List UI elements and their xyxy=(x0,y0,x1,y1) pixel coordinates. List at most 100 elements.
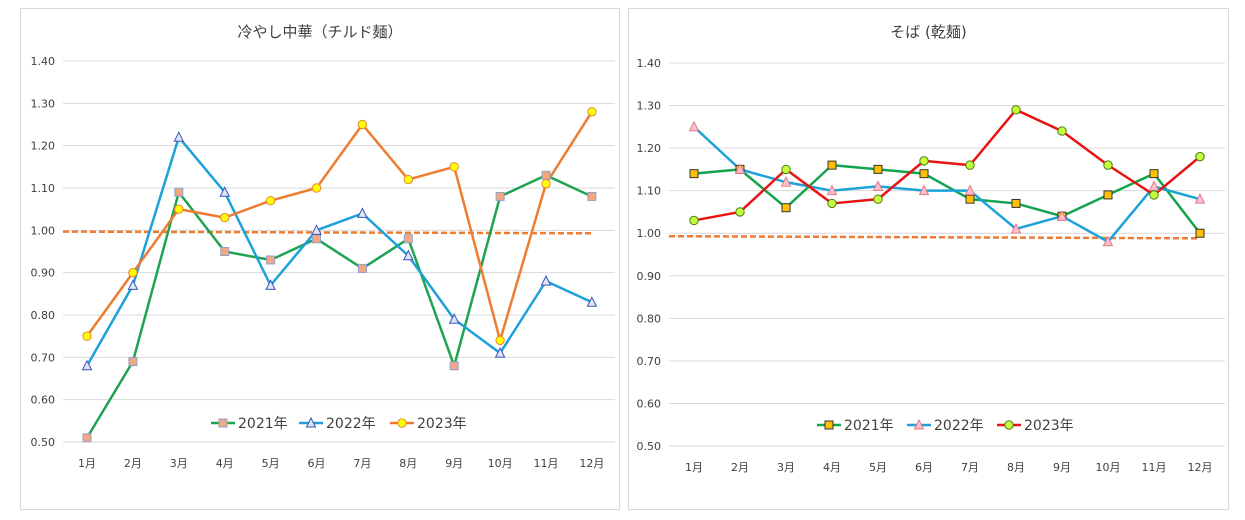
data-point xyxy=(449,162,459,172)
data-point xyxy=(540,275,552,286)
data-point xyxy=(82,433,92,443)
data-point xyxy=(827,198,837,209)
legend-label: 2022年 xyxy=(934,418,984,434)
y-tick-label: 0.60 xyxy=(637,397,662,410)
x-tick-label: 2月 xyxy=(124,457,142,470)
data-point xyxy=(734,163,746,174)
data-point xyxy=(311,224,322,235)
data-point xyxy=(965,194,975,204)
x-tick-label: 10月 xyxy=(1096,461,1121,474)
data-point xyxy=(1194,193,1206,204)
y-tick-label: 0.90 xyxy=(637,270,662,283)
y-tick-label: 0.50 xyxy=(31,436,56,449)
x-tick-label: 9月 xyxy=(445,457,463,470)
data-point xyxy=(357,263,367,273)
x-tick-label: 3月 xyxy=(777,461,795,474)
data-point xyxy=(541,179,551,189)
data-point xyxy=(1149,190,1159,200)
data-point xyxy=(265,196,276,206)
data-point xyxy=(220,212,230,223)
y-tick-label: 1.30 xyxy=(637,100,662,113)
chart-canvas: 0.50 0.60 0.70 0.80 0.90 1.00 1.10 1.20 1.30 1.40… xyxy=(31,55,615,470)
y-tick-label: 1.20 xyxy=(637,142,662,155)
legend-marker xyxy=(397,418,407,428)
data-point xyxy=(964,184,976,196)
series-line xyxy=(693,108,1201,222)
data-point xyxy=(266,255,276,265)
data-point xyxy=(448,313,460,324)
y-tick-label: 1.40 xyxy=(31,55,56,68)
data-point xyxy=(688,120,700,132)
x-tick-label: 8月 xyxy=(1007,461,1025,474)
series-line xyxy=(693,125,1201,243)
data-point xyxy=(1103,190,1113,200)
data-point xyxy=(357,207,368,218)
data-point xyxy=(127,279,139,290)
legend-label: 2023年 xyxy=(417,416,467,432)
data-point xyxy=(312,234,321,244)
chart-panel-hiyashi-chuka: 冷やし中華（チルド麺） 0.50 0.60 0.70 0.80 0.90 1.00 1.10… xyxy=(20,8,620,510)
chart-canvas: 0.50 0.60 0.70 0.80 0.90 1.00 1.10 1.20 1.30 1.40… xyxy=(637,57,1225,474)
data-point xyxy=(265,279,276,290)
legend-marker xyxy=(824,420,834,430)
data-point xyxy=(541,170,551,180)
y-tick-label: 0.70 xyxy=(637,355,662,368)
x-tick-label: 6月 xyxy=(915,461,933,474)
x-tick-label: 3月 xyxy=(170,457,188,470)
y-tick-label: 1.40 xyxy=(637,57,662,70)
data-point xyxy=(220,247,230,256)
chart-panel-soba: そば (乾麺) 0.50 0.60 0.70 0.80 0.90 1.00 1.10 1.20… xyxy=(628,8,1229,510)
legend-marker xyxy=(305,416,317,428)
legend-label: 2022年 xyxy=(326,416,376,432)
chart-title: 冷やし中華（チルド麺） xyxy=(237,23,403,41)
y-tick-label: 0.80 xyxy=(637,312,662,325)
data-point xyxy=(781,203,791,213)
x-tick-label: 7月 xyxy=(961,461,979,474)
data-point xyxy=(919,156,929,166)
x-tick-label: 1月 xyxy=(78,457,96,470)
x-tick-label: 12月 xyxy=(579,457,604,470)
data-point xyxy=(403,234,413,244)
data-point xyxy=(1011,105,1021,115)
x-tick-label: 8月 xyxy=(399,457,417,470)
data-point xyxy=(402,249,414,261)
y-tick-label: 1.20 xyxy=(31,140,56,153)
data-point xyxy=(494,346,506,358)
data-point xyxy=(735,207,745,217)
legend-marker xyxy=(1004,420,1014,430)
y-tick-label: 1.00 xyxy=(637,227,662,240)
x-tick-label: 1月 xyxy=(685,461,703,474)
chart-title: そば (乾麺) xyxy=(890,23,967,41)
data-point xyxy=(827,160,837,170)
x-tick-label: 11月 xyxy=(1142,461,1167,474)
data-point xyxy=(174,204,184,214)
data-point xyxy=(173,131,185,142)
y-tick-label: 1.00 xyxy=(31,224,56,237)
data-point xyxy=(449,361,459,371)
x-tick-label: 12月 xyxy=(1188,461,1213,474)
data-point xyxy=(965,160,975,170)
data-point xyxy=(586,296,598,307)
data-point xyxy=(128,267,138,278)
series-line xyxy=(85,174,593,439)
data-point xyxy=(128,357,138,367)
data-point xyxy=(918,184,930,196)
data-point xyxy=(872,180,884,191)
data-point xyxy=(781,164,791,175)
x-tick-label: 5月 xyxy=(869,461,887,474)
x-tick-label: 5月 xyxy=(262,457,280,470)
data-point xyxy=(1195,228,1205,238)
data-point xyxy=(1148,180,1160,191)
y-tick-label: 1.10 xyxy=(31,182,56,195)
series-line xyxy=(85,135,593,367)
data-point xyxy=(81,359,93,371)
data-point xyxy=(1149,169,1159,179)
legend-label: 2023年 xyxy=(1024,418,1074,434)
series-line xyxy=(693,163,1201,234)
x-tick-label: 4月 xyxy=(823,461,841,474)
data-point xyxy=(495,335,505,346)
data-point xyxy=(1010,222,1022,234)
legend-marker xyxy=(218,418,228,428)
data-point xyxy=(1011,198,1021,208)
x-tick-label: 4月 xyxy=(216,457,234,470)
